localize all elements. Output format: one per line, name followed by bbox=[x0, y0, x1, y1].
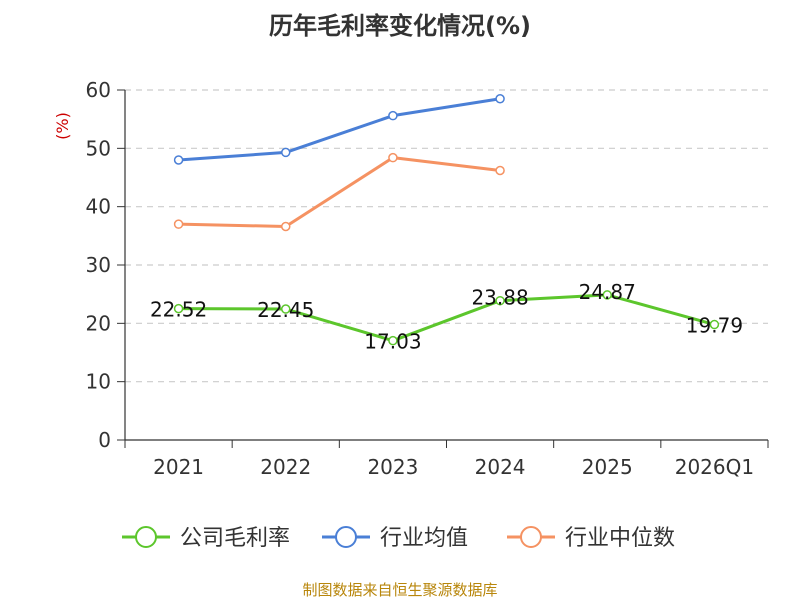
data-point bbox=[281, 221, 291, 232]
series-line bbox=[178, 97, 501, 162]
x-tick-label: 2021 bbox=[153, 455, 204, 479]
data-point bbox=[173, 219, 184, 229]
data-label: 24.87 bbox=[579, 280, 636, 304]
data-point bbox=[495, 94, 505, 104]
y-tick-label: 20 bbox=[86, 311, 111, 335]
data-point bbox=[388, 152, 398, 163]
axes: 0 10 20 30 40 50 60 2021 2022 2023 2024 2025 2026Q1 bbox=[86, 78, 769, 479]
legend-label: 行业均值 bbox=[380, 526, 468, 551]
data-point bbox=[173, 155, 184, 165]
data-point bbox=[281, 304, 291, 314]
data-label: 22.45 bbox=[257, 298, 314, 322]
data-label: 19.79 bbox=[686, 314, 743, 338]
chart-title: 历年毛利率变化情况(%) bbox=[269, 12, 531, 40]
x-tick-label: 2022 bbox=[260, 455, 311, 479]
legend-marker bbox=[335, 526, 357, 548]
y-tick-label: 50 bbox=[86, 136, 111, 160]
data-point bbox=[495, 165, 505, 176]
data-point bbox=[388, 110, 398, 121]
data-labels: 22.52 22.45 17.03 23.88 24.87 19.79 bbox=[150, 280, 743, 354]
x-tick-label: 2023 bbox=[367, 455, 418, 479]
data-point bbox=[495, 295, 505, 306]
x-tick-label: 2024 bbox=[475, 455, 526, 479]
legend-label: 公司毛利率 bbox=[180, 526, 290, 551]
x-tick-label: 2026Q1 bbox=[675, 455, 754, 479]
data-point bbox=[281, 147, 291, 158]
legend-label: 行业中位数 bbox=[565, 526, 675, 551]
legend-marker bbox=[520, 526, 542, 548]
data-label: 23.88 bbox=[471, 286, 528, 310]
data-label: 17.03 bbox=[364, 330, 421, 354]
data-point bbox=[602, 290, 612, 300]
source-note: 制图数据来自恒生聚源数据库 bbox=[302, 581, 497, 599]
data-point bbox=[709, 319, 720, 330]
data-label: 22.52 bbox=[150, 298, 207, 322]
series-line bbox=[178, 156, 501, 228]
y-axis-unit: (%) bbox=[53, 112, 72, 140]
series-line bbox=[178, 293, 715, 343]
y-tick-label: 40 bbox=[86, 195, 111, 219]
legend: 公司毛利率 行业均值 行业中位数 bbox=[122, 526, 675, 551]
series-layer bbox=[173, 94, 720, 346]
x-tick-label: 2025 bbox=[582, 455, 633, 479]
data-point bbox=[173, 303, 184, 314]
y-tick-label: 30 bbox=[86, 253, 111, 277]
grid-lines bbox=[125, 89, 768, 383]
data-point bbox=[388, 335, 398, 346]
y-tick-label: 60 bbox=[86, 78, 111, 102]
y-tick-label: 10 bbox=[86, 370, 111, 394]
y-tick-label: 0 bbox=[98, 428, 111, 452]
legend-marker bbox=[135, 526, 157, 548]
